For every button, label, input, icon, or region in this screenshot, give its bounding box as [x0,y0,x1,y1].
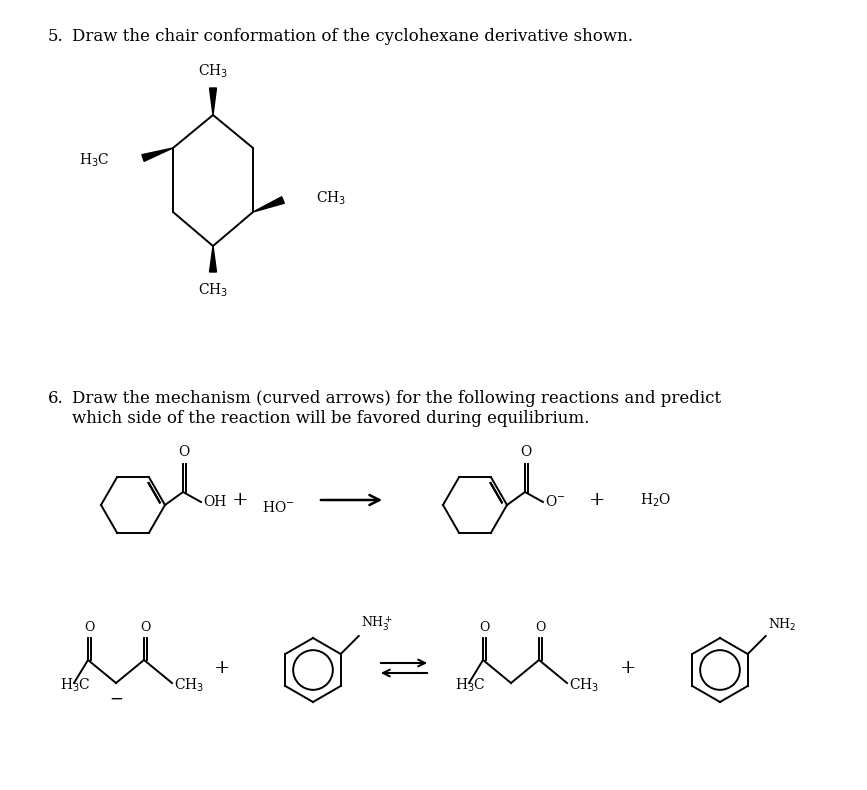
Text: O: O [179,445,190,459]
Text: +: + [589,491,605,509]
Text: NH$_3^+$: NH$_3^+$ [361,614,393,633]
Text: H$_3$C: H$_3$C [80,152,110,169]
Text: O: O [84,621,95,634]
Text: OH: OH [203,495,226,509]
Text: CH$_3$: CH$_3$ [316,190,346,207]
Text: Draw the chair conformation of the cyclohexane derivative shown.: Draw the chair conformation of the cyclo… [72,28,633,45]
Text: O$^{-}$: O$^{-}$ [545,495,565,510]
Polygon shape [210,246,217,272]
Text: H$_2$O: H$_2$O [640,491,671,509]
Polygon shape [253,197,284,212]
Text: CH$_3$: CH$_3$ [198,282,228,299]
Text: H$_3$C: H$_3$C [455,676,486,694]
Text: O: O [520,445,531,459]
Text: CH$_3$: CH$_3$ [569,676,599,694]
Text: H$_3$C: H$_3$C [60,676,90,694]
Text: +: + [620,659,636,677]
Text: NH$_2$: NH$_2$ [767,617,796,633]
Text: 5.: 5. [48,28,64,45]
Text: O: O [479,621,489,634]
Text: O: O [535,621,545,634]
Text: +: + [231,491,248,509]
Polygon shape [142,148,173,161]
Text: $-$: $-$ [109,690,123,706]
Text: HO$^{-}$: HO$^{-}$ [262,501,295,516]
Text: CH$_3$: CH$_3$ [198,62,228,80]
Text: CH$_3$: CH$_3$ [174,676,205,694]
Polygon shape [210,88,217,115]
Text: Draw the mechanism (curved arrows) for the following reactions and predict: Draw the mechanism (curved arrows) for t… [72,390,721,407]
Text: +: + [214,659,231,677]
Text: O: O [140,621,150,634]
Text: 6.: 6. [48,390,64,407]
Text: which side of the reaction will be favored during equilibrium.: which side of the reaction will be favor… [72,410,590,427]
